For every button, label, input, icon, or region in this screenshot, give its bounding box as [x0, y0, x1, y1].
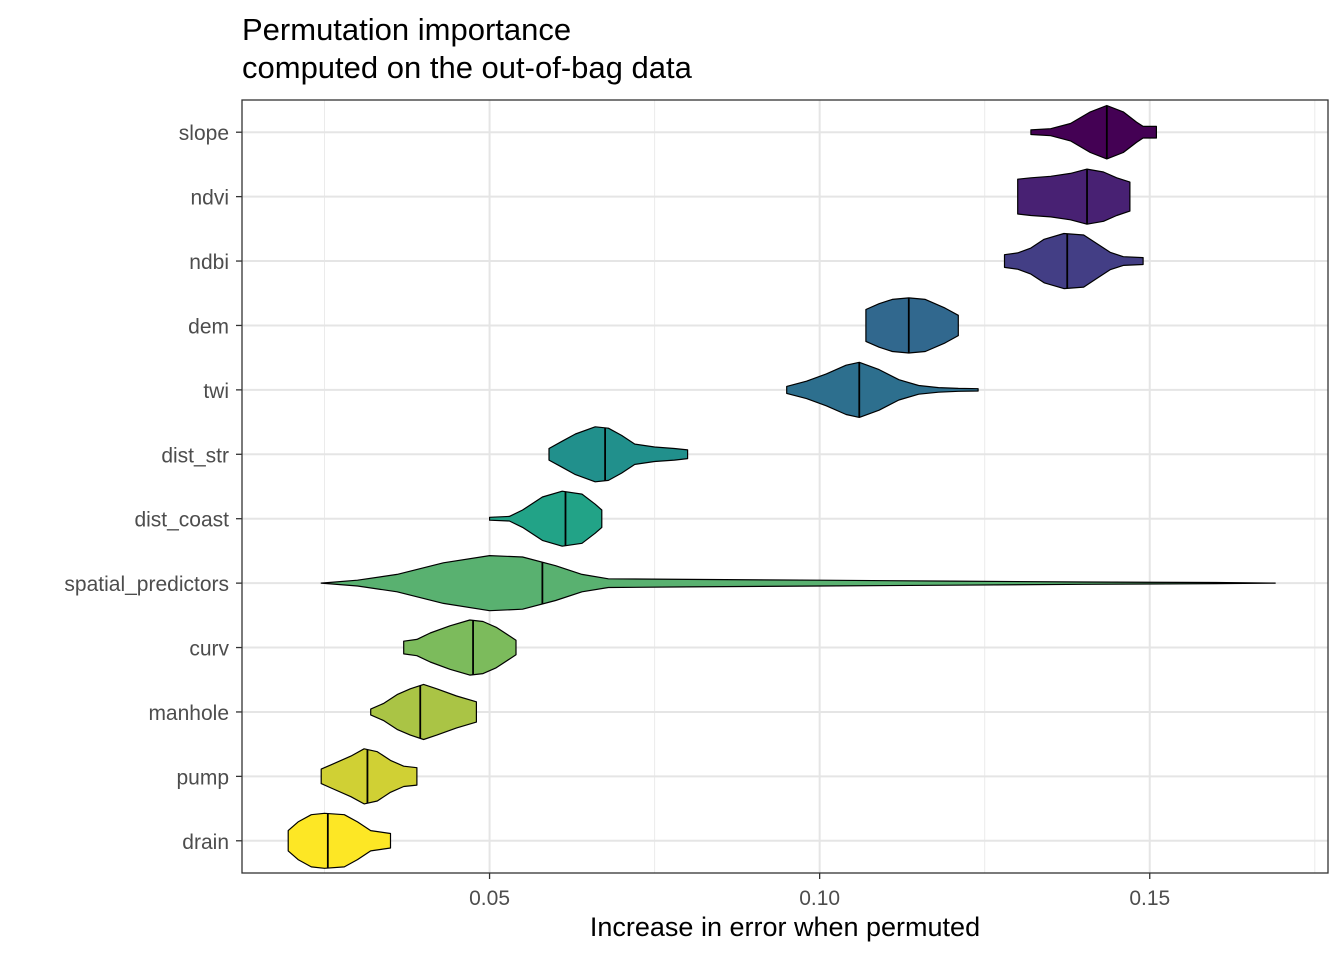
violin-drain: [287, 812, 392, 869]
y-tick-label: manhole: [148, 702, 229, 725]
y-tick-label: twi: [203, 380, 229, 403]
violin-ndbi: [1003, 232, 1144, 290]
y-tick-label: ndbi: [189, 251, 229, 274]
y-tick-label: ndvi: [190, 187, 229, 210]
violin-slope: [1030, 104, 1157, 160]
y-tick-label: dist_coast: [134, 509, 229, 532]
plot-panel-border: [241, 99, 1329, 874]
y-tick-label: slope: [179, 122, 229, 145]
violin-ndvi: [1017, 168, 1131, 225]
x-tick-label: 0.15: [1129, 887, 1170, 910]
y-axis: slope ndvi ndbi dem twi dist_str dist_coastspa…: [64, 122, 242, 854]
minor-grid: [324, 100, 1316, 873]
violin-dist-coast: [489, 490, 603, 547]
y-tick-label: dist_str: [161, 444, 229, 467]
y-tick-label: curv: [189, 638, 229, 661]
x-tick-label: 0.05: [469, 887, 510, 910]
y-tick-label: pump: [176, 766, 229, 789]
chart-title-line-1: Permutation importance: [242, 12, 572, 47]
y-tick-label: spatial_predictors: [64, 573, 229, 596]
violin-dem: [865, 297, 959, 354]
x-axis: 0.05 0.10 0.15: [469, 873, 1170, 910]
y-tick-label: dem: [188, 315, 229, 338]
x-tick-label: 0.10: [799, 887, 840, 910]
violin-dist-str: [548, 426, 689, 483]
violin-pump: [320, 748, 418, 805]
violin-curv: [403, 619, 517, 676]
violin-manhole: [370, 683, 477, 741]
plot-panel-background: [242, 100, 1328, 873]
violin-twi: [786, 361, 979, 418]
violins: [287, 104, 1276, 869]
chart-title-line-2: computed on the out-of-bag data: [242, 50, 692, 85]
y-tick-label: drain: [182, 831, 229, 854]
violin-spatial-predictors: [320, 555, 1276, 612]
x-axis-label: Increase in error when permuted: [589, 912, 981, 942]
